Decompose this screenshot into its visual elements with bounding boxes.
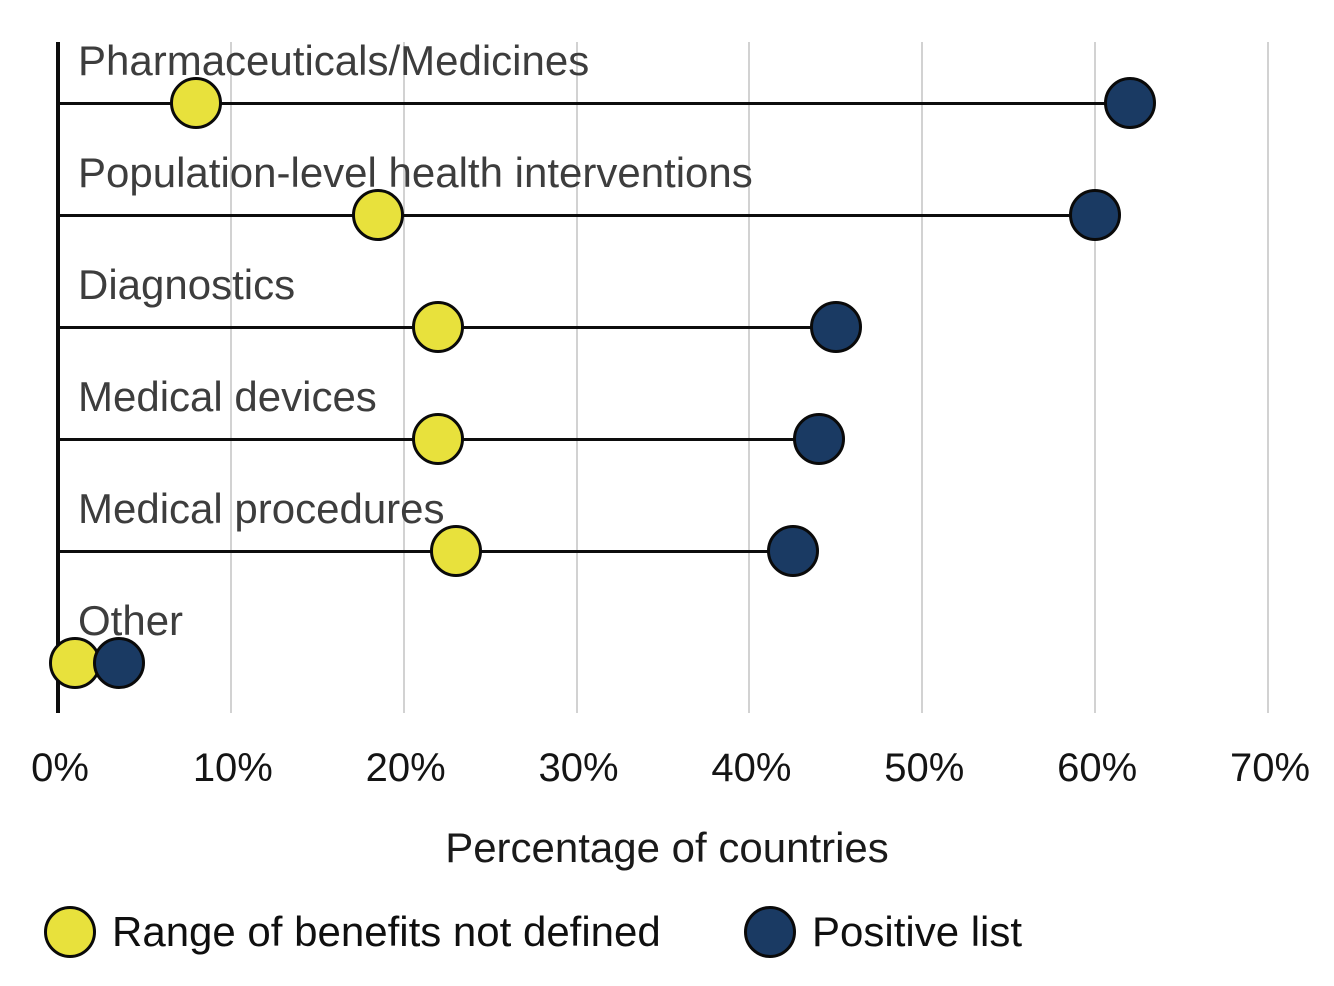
y-axis-line: [56, 42, 60, 713]
connector-line: [58, 214, 1096, 217]
legend-item-positive-list: Positive list: [744, 906, 1022, 958]
x-tick-label-40pct: 40%: [711, 746, 792, 790]
marker-positive-list: [766, 525, 819, 577]
marker-range-not-defined: [412, 413, 465, 465]
marker-range-not-defined: [412, 301, 465, 353]
marker-range-not-defined: [170, 77, 223, 129]
x-tick-label-60pct: 60%: [1057, 746, 1138, 790]
marker-positive-list: [1069, 189, 1122, 241]
category-label: Population-level health interventions: [78, 149, 753, 196]
legend-label-positive-list: Positive list: [812, 908, 1023, 955]
marker-positive-list: [1103, 77, 1156, 129]
x-tick-label-30pct: 30%: [538, 746, 619, 790]
category-label: Medical devices: [78, 373, 377, 420]
category-label: Other: [78, 597, 184, 644]
marker-positive-list: [809, 301, 862, 353]
category-label: Pharmaceuticals/Medicines: [78, 37, 590, 84]
gridline-40pct: [748, 42, 751, 713]
gridline-30pct: [575, 42, 578, 713]
marker-positive-list: [792, 413, 845, 465]
category-label: Medical procedures: [78, 485, 445, 532]
connector-line: [58, 102, 1130, 105]
gridline-10pct: [229, 42, 232, 713]
gridline-50pct: [921, 42, 924, 713]
x-axis-label: Percentage of countries: [445, 824, 889, 871]
marker-positive-list: [92, 637, 145, 689]
legend-item-range-not-defined: Range of benefits not defined: [44, 906, 661, 958]
category-label: Diagnostics: [78, 261, 296, 308]
x-tick-label-50pct: 50%: [884, 746, 965, 790]
legend-marker-positive-list-icon: [744, 906, 796, 958]
x-tick-label-20pct: 20%: [365, 746, 446, 790]
x-tick-label-70pct: 70%: [1229, 746, 1311, 790]
gridline-20pct: [402, 42, 405, 713]
legend-label-range-not-defined: Range of benefits not defined: [112, 908, 661, 955]
x-tick-label-0pct: 0%: [31, 746, 89, 790]
marker-range-not-defined: [351, 189, 404, 241]
gridline-60pct: [1094, 42, 1097, 713]
x-tick-label-10pct: 10%: [192, 746, 273, 790]
marker-range-not-defined: [429, 525, 482, 577]
gridline-70pct: [1267, 42, 1269, 713]
connector-line: [58, 550, 793, 553]
legend-marker-range-not-defined-icon: [44, 906, 96, 958]
